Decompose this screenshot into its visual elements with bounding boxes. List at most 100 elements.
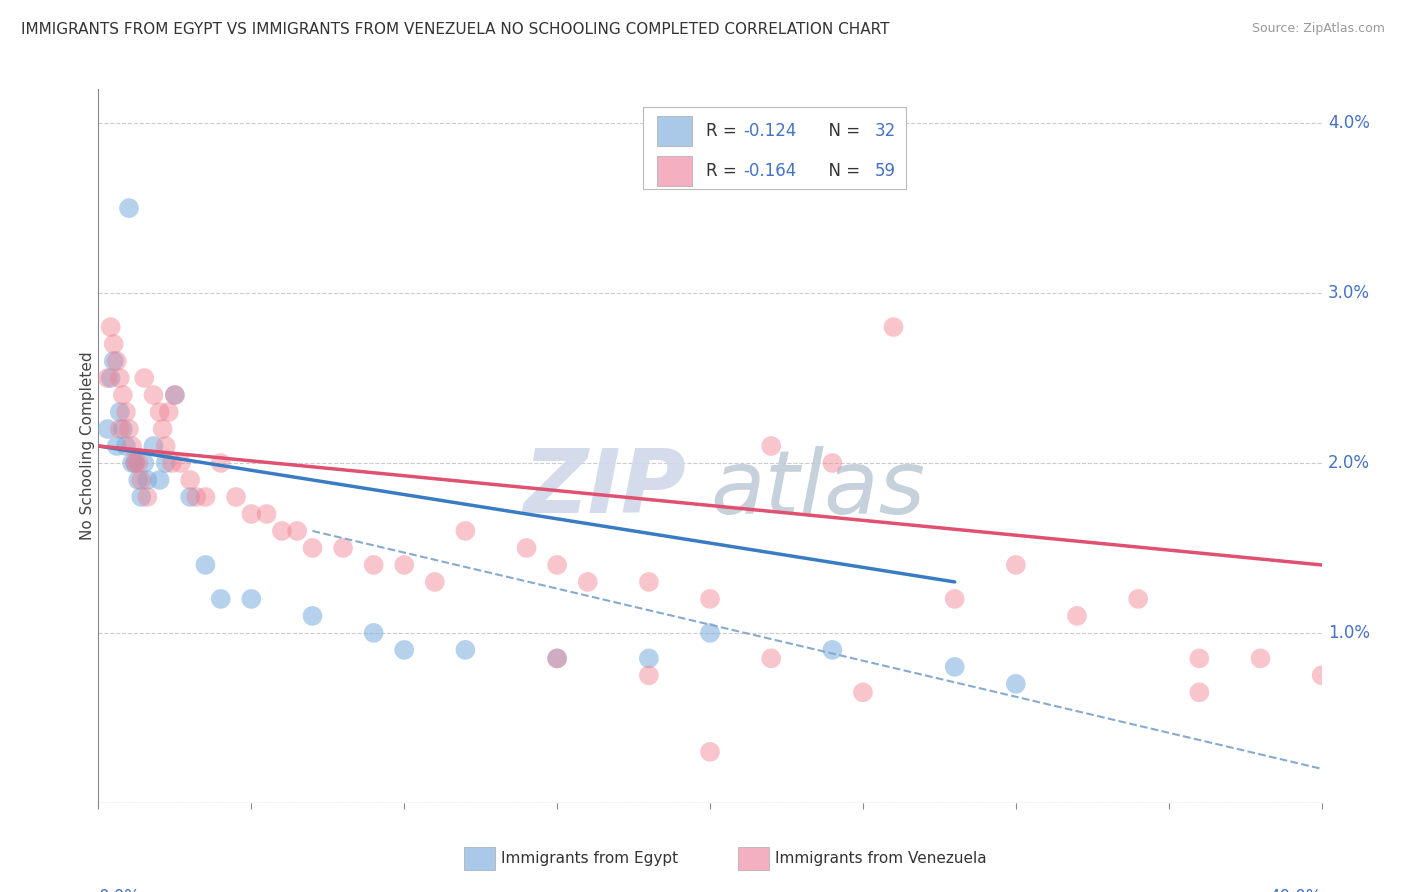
Point [97,422,120,436]
Point [124,456,146,470]
Point [134,456,156,470]
Point [111,422,134,436]
Bar [658,155,692,186]
Point [186,490,208,504]
Point [152,422,174,436]
Point [943,660,966,674]
Point [1310,668,1333,682]
Point [392,558,416,572]
Point [115,405,138,419]
Point [637,651,661,665]
Point [883,320,905,334]
Point [546,651,568,665]
Point [759,439,782,453]
Point [129,490,152,504]
Point [142,388,165,402]
Point [363,626,385,640]
Point [127,473,149,487]
Point [943,591,966,606]
Point [100,320,122,334]
Text: 4.0%: 4.0% [1327,114,1369,132]
Text: 1.0%: 1.0% [1327,624,1369,642]
Point [363,558,385,572]
Point [149,405,172,419]
Point [637,668,661,682]
Text: R =: R = [706,121,742,139]
Point [108,422,131,436]
Point [163,388,186,402]
Point [1004,558,1026,572]
Text: -0.164: -0.164 [742,161,796,179]
Text: 40.0%: 40.0% [1270,888,1322,892]
Point [1004,677,1026,691]
Point [240,591,263,606]
Bar [658,116,692,145]
Text: 59: 59 [875,161,896,179]
Point [194,490,217,504]
Point [699,626,721,640]
Point [332,541,354,555]
Text: -0.124: -0.124 [742,121,796,139]
Point [240,507,263,521]
Point [546,558,568,572]
Point [576,574,599,589]
Text: R =: R = [706,161,742,179]
Point [155,456,177,470]
Point [285,524,308,538]
Point [127,456,149,470]
Point [454,643,477,657]
Point [105,354,128,368]
Point [637,574,661,589]
Point [179,473,201,487]
Point [124,456,146,470]
Text: N =: N = [818,161,865,179]
Point [301,608,323,623]
Point [821,643,844,657]
Point [759,651,782,665]
Text: Immigrants from Venezuela: Immigrants from Venezuela [775,851,987,865]
Text: 3.0%: 3.0% [1327,284,1369,302]
Point [163,388,186,402]
Point [105,439,128,453]
Point [103,354,125,368]
Point [1066,608,1088,623]
Point [108,371,131,385]
Point [118,422,141,436]
Point [423,574,446,589]
Point [1249,651,1271,665]
Text: Source: ZipAtlas.com: Source: ZipAtlas.com [1251,22,1385,36]
Text: IMMIGRANTS FROM EGYPT VS IMMIGRANTS FROM VENEZUELA NO SCHOOLING COMPLETED CORREL: IMMIGRANTS FROM EGYPT VS IMMIGRANTS FROM… [21,22,890,37]
Point [155,439,177,453]
Point [209,591,232,606]
Point [134,371,156,385]
Point [160,456,183,470]
Text: ZIP: ZIP [523,445,686,533]
Point [108,405,131,419]
Point [121,456,143,470]
Point [699,591,721,606]
Point [179,490,201,504]
Point [103,337,125,351]
Point [454,524,477,538]
Text: N =: N = [818,121,865,139]
Text: Immigrants from Egypt: Immigrants from Egypt [501,851,678,865]
Point [301,541,323,555]
Y-axis label: No Schooling Completed: No Schooling Completed [80,351,94,541]
Point [118,201,141,215]
Point [129,473,152,487]
Point [852,685,875,699]
FancyBboxPatch shape [643,107,905,189]
Point [170,456,193,470]
Point [121,439,143,453]
Point [194,558,217,572]
Point [699,745,721,759]
Point [142,439,165,453]
Point [111,388,134,402]
Point [821,456,844,470]
Point [270,524,292,538]
Point [256,507,278,521]
Point [100,371,122,385]
Point [1188,685,1211,699]
Point [136,473,159,487]
Point [209,456,232,470]
